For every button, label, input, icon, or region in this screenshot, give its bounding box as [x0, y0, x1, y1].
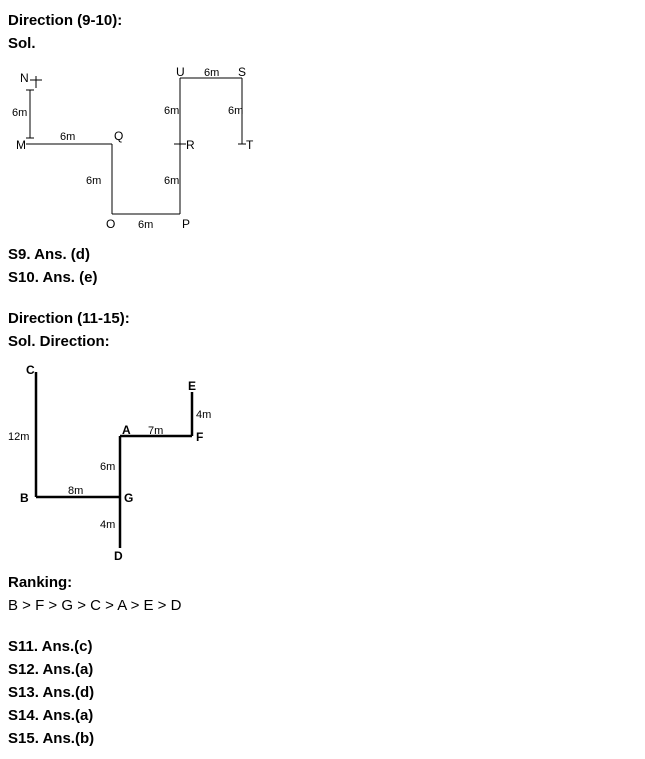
- e5: 6m: [164, 175, 179, 187]
- e-FE: 4m: [196, 409, 211, 421]
- pt-D: D: [114, 549, 123, 562]
- section2-heading: Direction (11-15):: [8, 308, 637, 329]
- pt-R: R: [186, 138, 195, 152]
- section1-sol: Sol.: [8, 33, 637, 54]
- ranking-label: Ranking:: [8, 572, 637, 593]
- pt-C: C: [26, 363, 35, 377]
- diagram-2: C B G D A F E 12m 8m 6m 4m 7m 4m: [8, 362, 637, 562]
- e4: 6m: [138, 219, 153, 231]
- e-GD: 4m: [100, 519, 115, 531]
- pt-T: T: [246, 138, 254, 152]
- pt-S: S: [238, 65, 246, 79]
- pt-G: G: [124, 491, 133, 505]
- e-AF: 7m: [148, 425, 163, 437]
- pt-P: P: [182, 217, 190, 231]
- pt-Q: Q: [114, 129, 123, 143]
- pt-B: B: [20, 491, 29, 505]
- e1: 6m: [12, 107, 27, 119]
- section2-sol: Sol. Direction:: [8, 331, 637, 352]
- e-BG: 8m: [68, 485, 83, 497]
- ans-s14: S14. Ans.(a): [8, 705, 637, 726]
- pt-O: O: [106, 217, 115, 231]
- pt-F: F: [196, 430, 203, 444]
- e8: 6m: [228, 105, 243, 117]
- ranking-text: B > F > G > C > A > E > D: [8, 595, 637, 616]
- ans-s15: S15. Ans.(b): [8, 728, 637, 749]
- diagram-1: N M Q O P R U S T 6m 6m 6m 6m: [8, 64, 637, 234]
- pt-U: U: [176, 65, 185, 79]
- ans-s12: S12. Ans.(a): [8, 659, 637, 680]
- pt-N: N: [20, 71, 29, 85]
- ans-s11: S11. Ans.(c): [8, 636, 637, 657]
- e2: 6m: [60, 131, 75, 143]
- e7: 6m: [204, 67, 219, 79]
- pt-A: A: [122, 423, 131, 437]
- pt-M: M: [16, 138, 26, 152]
- e6: 6m: [164, 105, 179, 117]
- pt-E: E: [188, 379, 196, 393]
- ans-s9: S9. Ans. (d): [8, 244, 637, 265]
- e-GA: 6m: [100, 461, 115, 473]
- e3: 6m: [86, 175, 101, 187]
- section1-heading: Direction (9-10):: [8, 10, 637, 31]
- ans-s13: S13. Ans.(d): [8, 682, 637, 703]
- e-CB: 12m: [8, 431, 29, 443]
- ans-s10: S10. Ans. (e): [8, 267, 637, 288]
